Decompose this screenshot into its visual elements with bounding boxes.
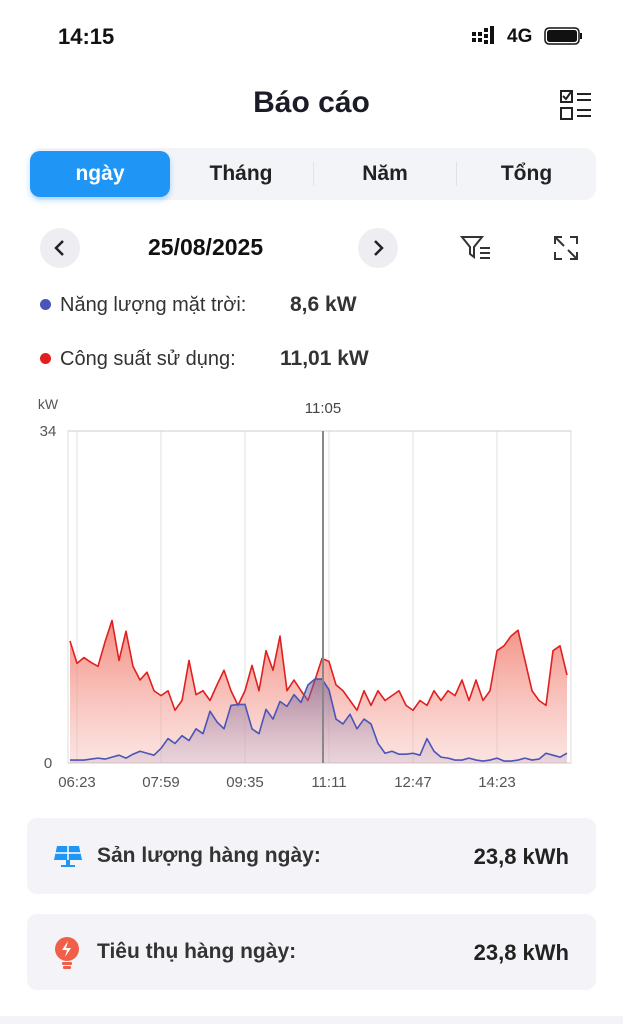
y-tick-label: 0 xyxy=(44,755,52,772)
legend-label: Năng lượng mặt trời: xyxy=(60,294,247,316)
x-tick-label: 11:11 xyxy=(311,774,346,791)
date: 25/08/2025 xyxy=(148,234,264,260)
solar-icon xyxy=(54,846,82,867)
network: 4G xyxy=(507,26,533,47)
summary-card: Tiêu thụ hàng ngày: 23,8 kWh xyxy=(27,914,596,990)
page-title: Báo cáo xyxy=(253,86,370,119)
legend-value: 11,01 kW xyxy=(280,347,369,370)
prev-button[interactable] xyxy=(40,228,80,268)
area-fill xyxy=(70,679,567,763)
x-tick-label: 06:23 xyxy=(58,774,96,791)
legend-label: Công suất sử dụng: xyxy=(60,348,236,370)
card-label: Tiêu thụ hàng ngày: xyxy=(97,940,297,963)
x-tick-label: 12:47 xyxy=(394,774,432,791)
list-icon[interactable] xyxy=(559,88,593,122)
card-value: 23,8 kWh xyxy=(473,940,569,965)
filter-icon[interactable] xyxy=(460,234,492,262)
card-label: Sản lượng hàng ngày: xyxy=(97,844,321,867)
tab-bar: ngày Tháng Năm Tổng xyxy=(30,148,596,200)
chart: kW 11:05 06:23 07:59 09:35 11:11 12:47 14:23 0… xyxy=(38,396,572,791)
card-value: 23,8 kWh xyxy=(473,844,569,869)
legend-dot xyxy=(40,299,51,310)
legend-dot xyxy=(40,353,51,364)
cursor-label: 11:05 xyxy=(305,400,341,417)
separator xyxy=(313,162,314,186)
tab[interactable]: ngày xyxy=(30,151,170,197)
bottom-strip xyxy=(0,1016,623,1024)
legend-value: 8,6 kW xyxy=(290,293,357,316)
tab[interactable]: Tháng xyxy=(209,162,273,185)
y-axis-label: kW xyxy=(38,396,59,412)
area-line xyxy=(70,678,568,762)
x-tick-label: 09:35 xyxy=(226,774,264,791)
separator xyxy=(456,162,457,186)
area-line xyxy=(69,619,568,712)
y-tick-label: 34 xyxy=(40,423,57,440)
tab[interactable]: Tổng xyxy=(500,162,553,185)
clock: 14:15 xyxy=(58,24,115,49)
tab[interactable]: Năm xyxy=(362,162,408,185)
next-button[interactable] xyxy=(358,228,398,268)
power-icon xyxy=(55,937,79,969)
status-icons xyxy=(472,26,582,45)
x-tick-label: 14:23 xyxy=(478,774,516,791)
expand-icon[interactable] xyxy=(552,234,580,262)
x-tick-label: 07:59 xyxy=(142,774,180,791)
summary-card: Sản lượng hàng ngày: 23,8 kWh xyxy=(27,818,596,894)
